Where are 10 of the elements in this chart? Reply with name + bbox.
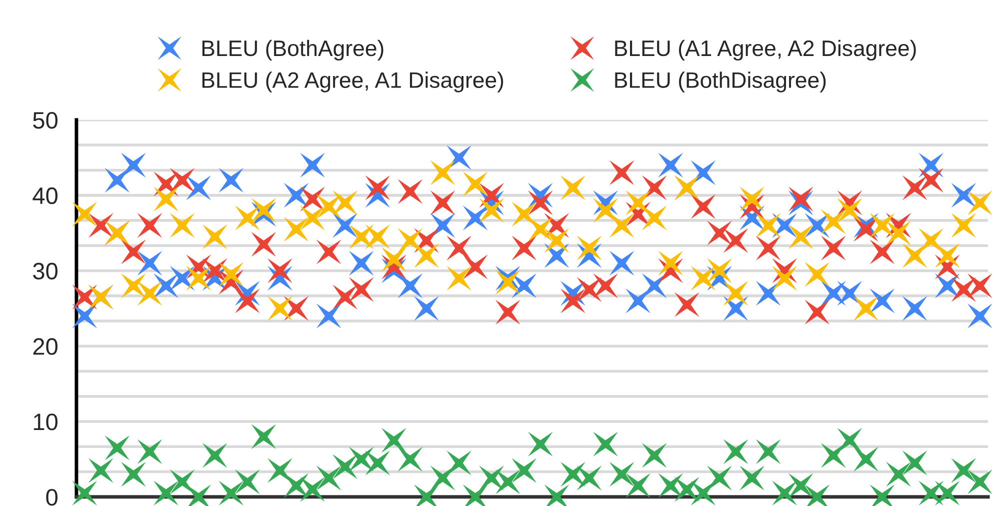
y-tick-label: 50	[33, 112, 58, 129]
y-tick-label: 20	[33, 338, 58, 355]
legend-label: BLEU (A2 Agree, A1 Disagree)	[202, 72, 504, 92]
y-tick-label: 0	[46, 488, 58, 506]
y-tick-label: 40	[32, 187, 58, 204]
legend-label: BLEU (BothDisagree)	[615, 72, 826, 92]
y-tick-label: 10	[34, 414, 58, 430]
legend-label: BLEU (A1 Agree, A2 Disagree)	[615, 40, 916, 61]
legend-label: BLEU (BothAgree)	[202, 40, 384, 61]
y-tick-label: 30	[33, 262, 58, 280]
